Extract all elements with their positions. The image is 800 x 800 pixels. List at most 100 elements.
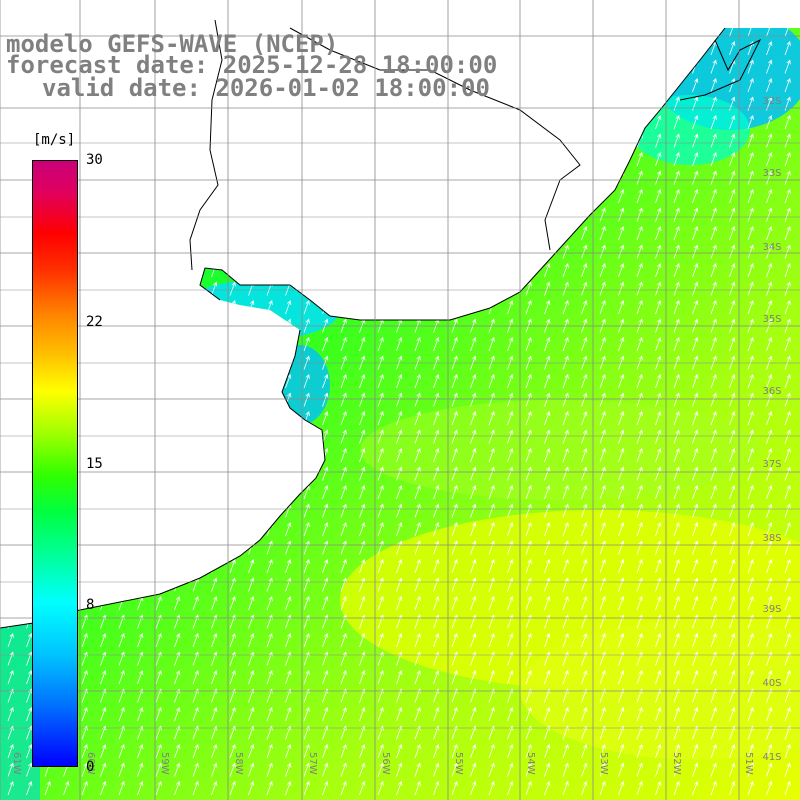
wind-arrow	[562, 374, 569, 389]
wind-arrow	[692, 300, 699, 315]
wind-arrow	[562, 577, 569, 592]
wind-arrow	[470, 392, 477, 407]
wind-arrow	[414, 707, 421, 722]
wind-arrow	[451, 670, 458, 685]
wind-arrow	[192, 633, 199, 648]
wind-arrow	[155, 781, 162, 796]
wind-arrow	[655, 633, 662, 648]
wind-arrow	[747, 170, 754, 185]
wind-arrow	[784, 633, 791, 648]
wind-arrow	[581, 337, 588, 352]
wind-arrow	[599, 762, 606, 777]
wind-arrow	[673, 522, 680, 537]
wind-arrow	[507, 503, 514, 518]
wind-arrow	[747, 762, 754, 777]
wind-arrow	[784, 448, 791, 463]
lon-label: 51W	[743, 752, 754, 775]
wind-arrow	[673, 559, 680, 574]
wind-arrow	[673, 781, 680, 796]
wind-arrow	[599, 337, 606, 352]
wind-arrow	[618, 522, 625, 537]
wind-arrow	[211, 762, 218, 777]
wind-arrow	[562, 244, 569, 259]
lon-label: 54W	[525, 752, 536, 775]
wind-arrow	[525, 596, 532, 611]
wind-arrow	[118, 633, 125, 648]
wind-arrow	[562, 281, 569, 296]
wind-arrow	[766, 522, 773, 537]
wind-arrow	[377, 596, 384, 611]
wind-arrow	[470, 374, 477, 389]
wind-arrow	[710, 244, 717, 259]
wind-arrow	[433, 448, 440, 463]
wind-arrow	[673, 633, 680, 648]
wind-arrow	[710, 133, 717, 148]
wind-arrow	[544, 596, 551, 611]
wind-arrow	[26, 762, 33, 777]
wind-arrow	[655, 281, 662, 296]
wind-arrow	[562, 411, 569, 426]
wind-arrow	[747, 133, 754, 148]
wind-arrow	[618, 559, 625, 574]
wind-arrow	[81, 670, 88, 685]
wind-arrow	[359, 374, 366, 389]
wind-arrow	[285, 744, 292, 759]
wind-arrow	[710, 281, 717, 296]
wind-arrow	[470, 485, 477, 500]
wind-arrow	[599, 503, 606, 518]
wind-arrow	[581, 781, 588, 796]
wind-arrow	[784, 133, 791, 148]
wind-arrow	[729, 392, 736, 407]
wind-arrow	[673, 263, 680, 278]
wind-arrow	[266, 781, 273, 796]
wind-arrow	[581, 707, 588, 722]
wind-arrow	[655, 429, 662, 444]
wind-arrow	[303, 577, 310, 592]
wind-arrow	[599, 522, 606, 537]
wind-arrow	[747, 429, 754, 444]
wind-arrow	[451, 781, 458, 796]
wind-arrow	[488, 670, 495, 685]
wind-arrow	[766, 707, 773, 722]
wind-arrow	[507, 411, 514, 426]
wind-arrow	[692, 392, 699, 407]
wind-arrow	[322, 374, 329, 389]
wind-arrow	[747, 485, 754, 500]
wind-arrow	[784, 207, 791, 222]
wind-arrow	[729, 28, 736, 37]
wind-arrow	[229, 670, 236, 685]
wind-arrow	[784, 762, 791, 777]
wind-arrow	[26, 781, 33, 796]
wind-arrow	[673, 577, 680, 592]
wind-arrow	[673, 337, 680, 352]
wind-arrow	[303, 633, 310, 648]
wind-arrow	[729, 448, 736, 463]
wind-arrow	[747, 448, 754, 463]
wind-arrow	[710, 448, 717, 463]
wind-arrow	[396, 485, 403, 500]
wind-arrow	[192, 744, 199, 759]
lat-label: 39S	[762, 604, 781, 615]
wind-arrow	[470, 762, 477, 777]
wind-arrow	[507, 707, 514, 722]
colorbar-tick-label: 8	[86, 597, 95, 614]
wind-arrow	[766, 226, 773, 241]
wind-arrow	[655, 244, 662, 259]
colorbar-unit: [m/s]	[33, 132, 76, 148]
wind-arrow	[26, 744, 33, 759]
wind-arrow	[488, 707, 495, 722]
wind-arrow	[784, 781, 791, 796]
wind-arrow	[747, 78, 754, 93]
wind-arrow	[766, 189, 773, 204]
wind-arrow	[525, 300, 532, 315]
wind-arrow	[784, 300, 791, 315]
wind-arrow	[618, 744, 625, 759]
wind-arrow	[673, 596, 680, 611]
wind-arrow	[766, 411, 773, 426]
wind-arrow	[137, 762, 144, 777]
wind-arrow	[747, 503, 754, 518]
wind-arrow	[155, 633, 162, 648]
wind-arrow	[581, 374, 588, 389]
wind-arrow	[766, 133, 773, 148]
wind-arrow	[710, 411, 717, 426]
